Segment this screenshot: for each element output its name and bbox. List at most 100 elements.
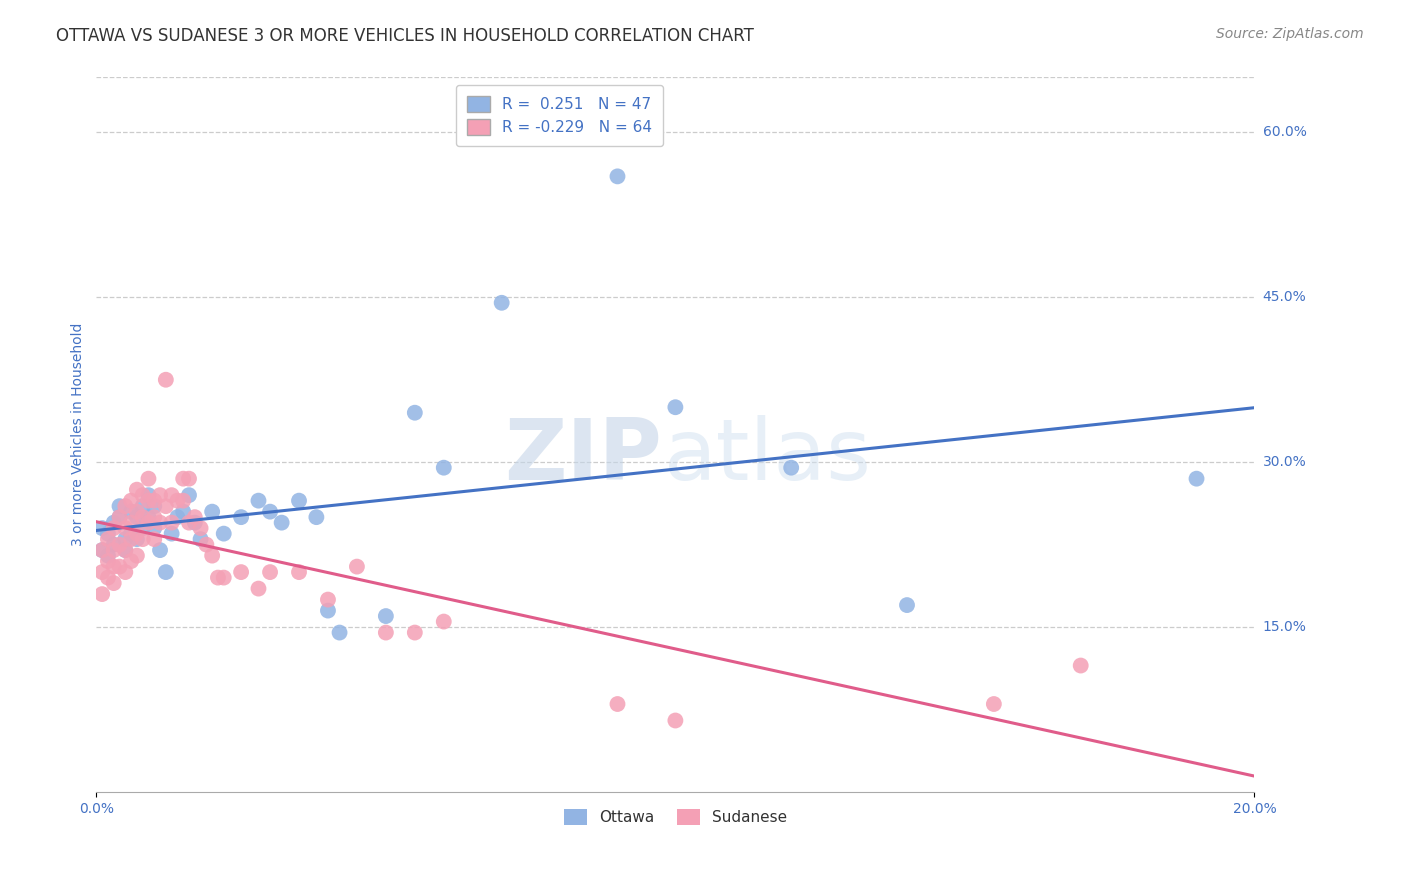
Point — [177, 516, 200, 530]
Point — [195, 538, 218, 552]
Point — [143, 521, 166, 535]
Point — [114, 532, 136, 546]
Point — [247, 493, 270, 508]
Point — [91, 587, 114, 601]
Point — [201, 549, 224, 563]
Point — [131, 510, 153, 524]
Point — [305, 510, 328, 524]
Point — [97, 549, 120, 563]
Point — [114, 499, 136, 513]
Point — [108, 510, 131, 524]
Point — [270, 516, 292, 530]
Point — [160, 488, 183, 502]
Point — [207, 571, 229, 585]
Point — [91, 543, 114, 558]
Y-axis label: 3 or more Vehicles in Household: 3 or more Vehicles in Household — [72, 323, 86, 547]
Point — [125, 549, 148, 563]
Text: atlas: atlas — [664, 415, 872, 498]
Point — [229, 565, 252, 579]
Point — [149, 543, 172, 558]
Point — [212, 571, 235, 585]
Point — [433, 460, 456, 475]
Text: 30.0%: 30.0% — [1263, 455, 1306, 469]
Point — [1185, 472, 1208, 486]
Point — [374, 609, 396, 624]
Point — [896, 598, 918, 612]
Text: 15.0%: 15.0% — [1263, 620, 1306, 634]
Point — [138, 488, 160, 502]
Point — [108, 510, 131, 524]
Text: Source: ZipAtlas.com: Source: ZipAtlas.com — [1216, 27, 1364, 41]
Point — [404, 406, 426, 420]
Point — [120, 526, 142, 541]
Point — [138, 510, 160, 524]
Point — [103, 559, 125, 574]
Point — [114, 521, 136, 535]
Text: 45.0%: 45.0% — [1263, 290, 1306, 304]
Point — [328, 625, 350, 640]
Point — [780, 460, 803, 475]
Point — [155, 565, 177, 579]
Point — [138, 472, 160, 486]
Point — [288, 493, 311, 508]
Point — [404, 625, 426, 640]
Point — [190, 532, 212, 546]
Point — [97, 532, 120, 546]
Point — [316, 604, 339, 618]
Point — [177, 488, 200, 502]
Point — [149, 488, 172, 502]
Point — [91, 565, 114, 579]
Point — [143, 499, 166, 513]
Point — [108, 559, 131, 574]
Point — [91, 543, 114, 558]
Point — [120, 532, 142, 546]
Point — [114, 565, 136, 579]
Point — [664, 401, 686, 415]
Point — [606, 697, 628, 711]
Point — [131, 532, 153, 546]
Point — [97, 526, 120, 541]
Point — [155, 373, 177, 387]
Point — [212, 526, 235, 541]
Point — [108, 538, 131, 552]
Point — [120, 493, 142, 508]
Point — [166, 493, 188, 508]
Point — [143, 510, 166, 524]
Point — [288, 565, 311, 579]
Point — [120, 505, 142, 519]
Point — [374, 625, 396, 640]
Point — [103, 543, 125, 558]
Point — [983, 697, 1005, 711]
Point — [149, 516, 172, 530]
Point — [103, 576, 125, 591]
Point — [114, 543, 136, 558]
Point — [184, 516, 207, 530]
Point — [114, 543, 136, 558]
Point — [166, 510, 188, 524]
Point — [433, 615, 456, 629]
Point — [131, 499, 153, 513]
Point — [138, 493, 160, 508]
Point — [155, 499, 177, 513]
Point — [131, 488, 153, 502]
Text: 60.0%: 60.0% — [1263, 126, 1306, 139]
Point — [103, 516, 125, 530]
Point — [1070, 658, 1092, 673]
Point — [131, 521, 153, 535]
Point — [259, 505, 281, 519]
Point — [346, 559, 368, 574]
Point — [229, 510, 252, 524]
Point — [91, 521, 114, 535]
Point — [664, 714, 686, 728]
Point — [138, 516, 160, 530]
Point — [143, 532, 166, 546]
Point — [108, 499, 131, 513]
Point — [125, 526, 148, 541]
Point — [120, 554, 142, 568]
Point — [97, 554, 120, 568]
Point — [606, 169, 628, 184]
Point — [316, 592, 339, 607]
Point — [120, 516, 142, 530]
Point — [125, 510, 148, 524]
Text: ZIP: ZIP — [503, 415, 662, 498]
